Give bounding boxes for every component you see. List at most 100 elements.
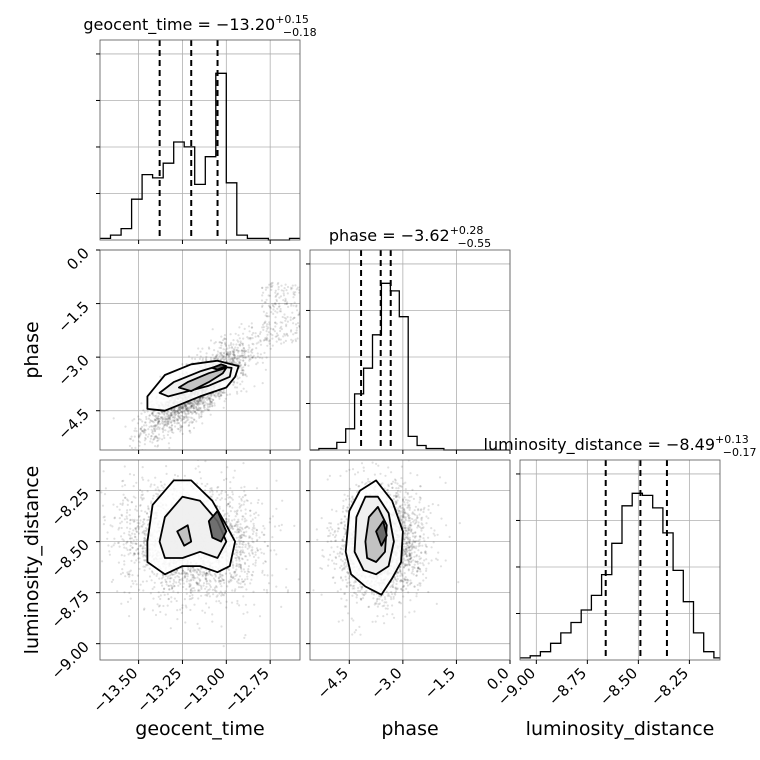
scatter-point	[148, 421, 151, 424]
scatter-point	[160, 577, 164, 580]
scatter-point	[233, 577, 236, 581]
scatter-point	[136, 547, 139, 551]
scatter-point	[187, 424, 190, 427]
scatter-point	[263, 351, 266, 354]
scatter-point	[142, 589, 145, 592]
scatter-point	[197, 402, 200, 405]
scatter-point	[276, 293, 279, 296]
scatter-point	[280, 342, 283, 345]
scatter-point	[177, 406, 180, 409]
scatter-point	[243, 517, 246, 520]
scatter-point	[226, 502, 230, 506]
scatter-point	[158, 490, 161, 493]
scatter-point	[191, 575, 194, 578]
scatter-point	[183, 417, 186, 421]
scatter-point	[194, 410, 197, 413]
scatter-point	[133, 429, 136, 432]
scatter-point	[151, 411, 154, 414]
scatter-point	[187, 355, 191, 358]
scatter-point	[240, 390, 243, 393]
scatter-point	[182, 416, 185, 419]
scatter-point	[180, 406, 184, 409]
scatter-point	[266, 574, 269, 577]
scatter-point	[129, 540, 132, 543]
scatter-point	[244, 349, 247, 352]
scatter-point	[179, 582, 182, 586]
scatter-point	[270, 311, 273, 314]
scatter-point	[233, 354, 236, 357]
scatter-point	[242, 531, 245, 534]
scatter-point	[166, 410, 169, 413]
scatter-point	[250, 578, 253, 581]
scatter-point	[212, 394, 216, 397]
scatter-point	[261, 382, 264, 385]
scatter-point	[163, 593, 166, 597]
scatter-point	[298, 291, 300, 294]
scatter-point	[145, 533, 148, 536]
scatter-point	[254, 332, 257, 335]
scatter-point	[170, 587, 174, 591]
scatter-point	[154, 613, 158, 617]
scatter-point	[151, 420, 154, 423]
scatter-point	[290, 303, 293, 306]
scatter-point	[188, 405, 191, 408]
scatter-point	[297, 578, 300, 581]
scatter-point	[222, 594, 225, 597]
scatter-point	[211, 493, 214, 496]
scatter-point	[295, 326, 299, 329]
scatter-point	[102, 523, 105, 526]
scatter-point	[119, 573, 123, 576]
scatter-point	[183, 405, 187, 408]
scatter-point	[166, 420, 169, 423]
scatter-point	[157, 422, 160, 425]
scatter-point	[233, 524, 236, 528]
scatter-point	[247, 364, 250, 367]
scatter-point	[251, 528, 254, 531]
scatter-point	[266, 545, 269, 548]
scatter-point	[204, 489, 207, 492]
scatter-point	[139, 427, 142, 430]
scatter-point	[285, 317, 288, 320]
scatter-point	[192, 568, 195, 571]
scatter-point	[222, 645, 225, 648]
scatter-point	[233, 524, 236, 528]
scatter-point	[166, 423, 169, 426]
scatter-point	[191, 420, 195, 424]
scatter-point	[226, 585, 229, 588]
scatter-point	[240, 535, 243, 539]
scatter-point	[282, 335, 285, 338]
scatter-point	[205, 590, 208, 593]
scatter-point	[197, 404, 200, 407]
scatter-point	[236, 528, 239, 531]
scatter-point	[271, 574, 274, 577]
scatter-point	[166, 604, 169, 607]
scatter-point	[165, 412, 169, 415]
scatter-point	[135, 549, 138, 552]
scatter-point	[169, 436, 172, 439]
scatter-point	[239, 343, 242, 346]
scatter-point	[129, 548, 132, 551]
scatter-point	[138, 526, 141, 529]
scatter-point	[238, 326, 241, 329]
scatter-point	[260, 299, 264, 302]
scatter-point	[229, 523, 232, 526]
scatter-point	[170, 414, 173, 417]
scatter-point	[213, 402, 216, 405]
scatter-point	[184, 621, 187, 624]
scatter-point	[144, 527, 148, 530]
scatter-point	[178, 417, 182, 420]
scatter-point	[181, 604, 184, 607]
scatter-point	[290, 288, 293, 291]
scatter-point	[148, 414, 151, 417]
scatter-point	[180, 426, 183, 429]
scatter-point	[178, 411, 181, 414]
scatter-point	[182, 405, 185, 408]
scatter-point	[191, 589, 194, 593]
scatter-point	[197, 582, 200, 585]
scatter-point	[152, 438, 155, 441]
scatter-point	[202, 584, 205, 587]
scatter-point	[255, 534, 258, 537]
scatter-point	[239, 530, 243, 533]
scatter-point	[228, 359, 231, 362]
scatter-point	[184, 575, 187, 579]
